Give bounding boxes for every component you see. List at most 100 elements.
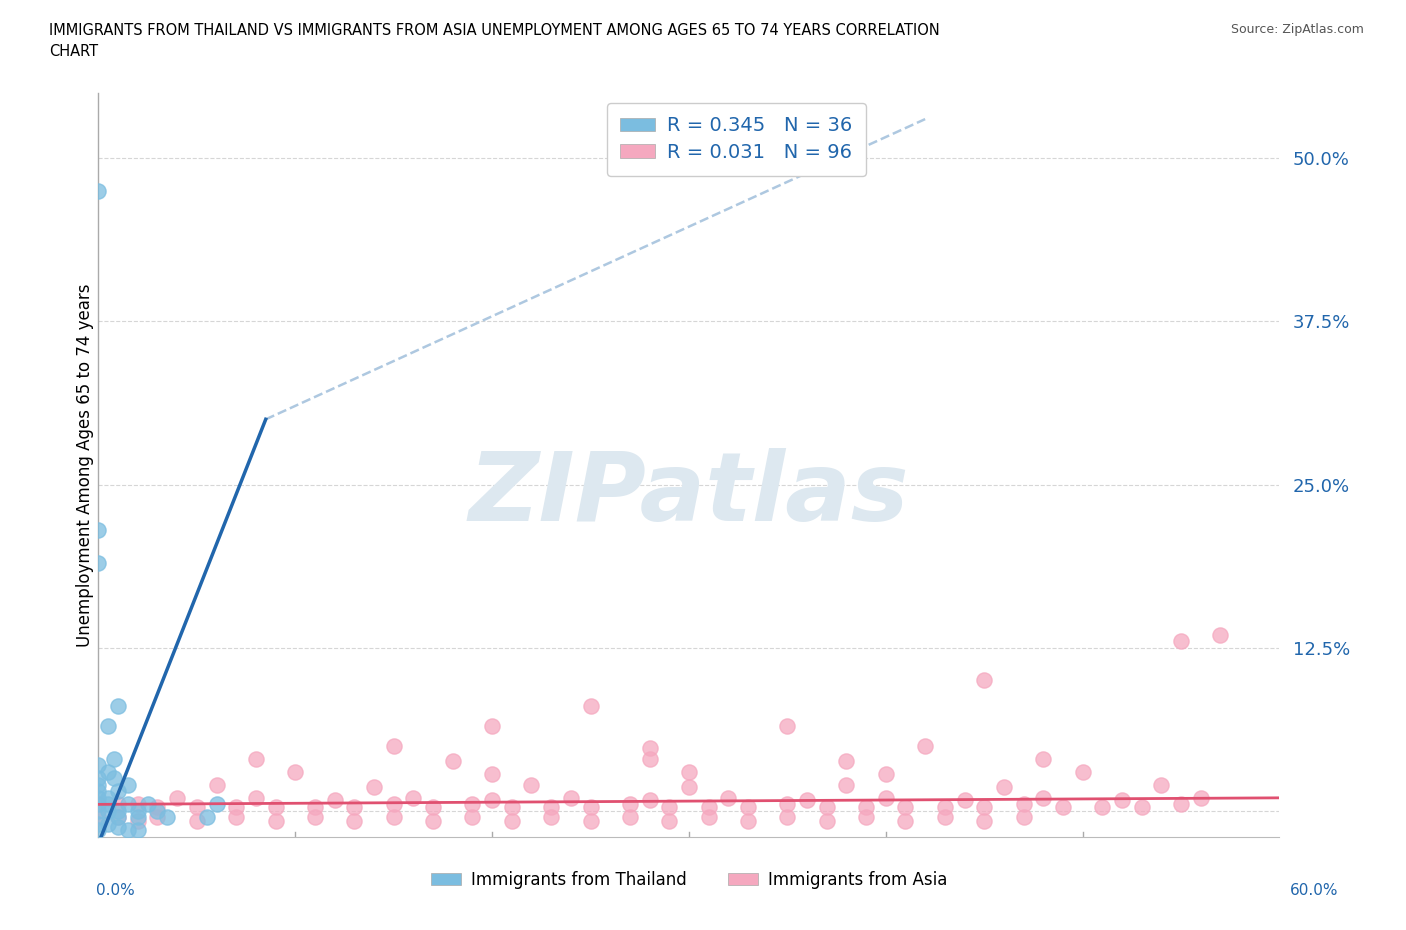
Point — [481, 719, 503, 734]
Point — [619, 797, 641, 812]
Point — [97, 719, 120, 734]
Point — [363, 780, 385, 795]
Legend: Immigrants from Thailand, Immigrants from Asia: Immigrants from Thailand, Immigrants fro… — [423, 864, 955, 896]
Point — [697, 810, 720, 825]
Point — [875, 767, 897, 782]
Point — [382, 797, 405, 812]
Point — [87, 758, 110, 773]
Point — [619, 810, 641, 825]
Point — [166, 790, 188, 805]
Point — [284, 764, 307, 779]
Point — [186, 800, 208, 815]
Point — [146, 800, 169, 815]
Point — [127, 823, 149, 838]
Point — [87, 804, 110, 818]
Point — [1150, 777, 1173, 792]
Point — [97, 804, 120, 818]
Point — [815, 814, 838, 829]
Point — [87, 797, 110, 812]
Text: Source: ZipAtlas.com: Source: ZipAtlas.com — [1230, 23, 1364, 36]
Point — [107, 797, 129, 812]
Point — [481, 767, 503, 782]
Point — [97, 790, 120, 805]
Point — [127, 814, 149, 829]
Text: CHART: CHART — [49, 44, 98, 59]
Point — [501, 814, 523, 829]
Point — [776, 719, 799, 734]
Point — [264, 800, 287, 815]
Text: IMMIGRANTS FROM THAILAND VS IMMIGRANTS FROM ASIA UNEMPLOYMENT AMONG AGES 65 TO 7: IMMIGRANTS FROM THAILAND VS IMMIGRANTS F… — [49, 23, 941, 38]
Point — [638, 793, 661, 808]
Point — [87, 797, 110, 812]
Point — [776, 797, 799, 812]
Point — [461, 797, 484, 812]
Point — [796, 793, 818, 808]
Point — [146, 804, 169, 818]
Point — [835, 777, 858, 792]
Point — [560, 790, 582, 805]
Point — [894, 814, 917, 829]
Point — [1091, 800, 1114, 815]
Point — [579, 800, 602, 815]
Point — [1012, 797, 1035, 812]
Point — [127, 797, 149, 812]
Point — [186, 814, 208, 829]
Point — [678, 764, 700, 779]
Point — [205, 797, 228, 812]
Text: 0.0%: 0.0% — [96, 884, 135, 898]
Point — [107, 699, 129, 714]
Point — [501, 800, 523, 815]
Point — [245, 790, 267, 805]
Point — [127, 804, 149, 818]
Point — [225, 800, 247, 815]
Point — [127, 810, 149, 825]
Point — [658, 800, 681, 815]
Point — [422, 814, 444, 829]
Point — [304, 810, 326, 825]
Point — [245, 751, 267, 766]
Point — [1170, 633, 1192, 648]
Point — [87, 784, 110, 799]
Point — [875, 790, 897, 805]
Point — [855, 810, 877, 825]
Point — [815, 800, 838, 815]
Point — [1111, 793, 1133, 808]
Point — [1170, 797, 1192, 812]
Point — [87, 810, 110, 825]
Y-axis label: Unemployment Among Ages 65 to 74 years: Unemployment Among Ages 65 to 74 years — [76, 284, 94, 646]
Point — [422, 800, 444, 815]
Point — [1032, 790, 1054, 805]
Point — [835, 754, 858, 769]
Point — [737, 814, 759, 829]
Point — [776, 810, 799, 825]
Point — [1130, 800, 1153, 815]
Point — [993, 780, 1015, 795]
Point — [914, 738, 936, 753]
Point — [87, 555, 110, 570]
Point — [146, 810, 169, 825]
Point — [117, 823, 139, 838]
Point — [343, 800, 366, 815]
Point — [678, 780, 700, 795]
Point — [107, 810, 129, 825]
Point — [117, 797, 139, 812]
Point — [441, 754, 464, 769]
Point — [461, 810, 484, 825]
Point — [225, 810, 247, 825]
Point — [87, 523, 110, 538]
Point — [87, 823, 110, 838]
Point — [1209, 627, 1232, 642]
Text: ZIPatlas: ZIPatlas — [468, 448, 910, 541]
Point — [323, 793, 346, 808]
Point — [87, 183, 110, 198]
Point — [117, 777, 139, 792]
Point — [382, 738, 405, 753]
Point — [87, 817, 110, 831]
Point — [894, 800, 917, 815]
Point — [1012, 810, 1035, 825]
Point — [343, 814, 366, 829]
Point — [1189, 790, 1212, 805]
Point — [697, 800, 720, 815]
Point — [973, 673, 995, 688]
Point — [934, 800, 956, 815]
